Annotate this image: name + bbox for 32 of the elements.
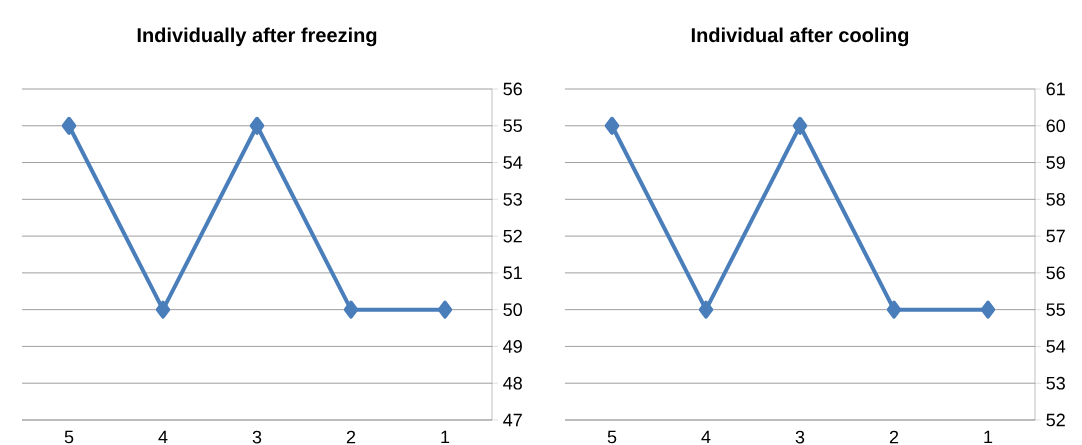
x-tick-label: 5 xyxy=(64,430,74,444)
y-tick-label: 52 xyxy=(503,229,522,243)
y-tick-label: 47 xyxy=(503,413,522,427)
x-tick-label: 3 xyxy=(795,430,805,444)
y-tick-label: 48 xyxy=(503,376,522,390)
x-tick-label: 2 xyxy=(346,430,356,444)
y-tick-label: 59 xyxy=(1046,156,1065,169)
x-tick-label: 3 xyxy=(252,430,262,444)
x-tick-label: 2 xyxy=(889,430,899,444)
y-tick-label: 53 xyxy=(1046,376,1065,390)
chart-title: Individually after freezing xyxy=(137,27,377,47)
chart-title: Individual after cooling xyxy=(691,27,909,47)
y-tick-label: 61 xyxy=(1046,82,1065,96)
y-tick-label: 52 xyxy=(1046,413,1065,427)
y-tick-label: 60 xyxy=(1046,119,1066,133)
y-tick-label: 54 xyxy=(503,156,523,169)
y-tick-label: 51 xyxy=(503,266,522,280)
y-tick-label: 50 xyxy=(503,303,523,317)
y-tick-label: 57 xyxy=(1046,229,1065,243)
x-tick-label: 1 xyxy=(441,430,450,444)
y-tick-label: 55 xyxy=(503,119,522,133)
y-tick-label: 53 xyxy=(503,192,522,206)
y-tick-label: 56 xyxy=(1046,266,1065,280)
y-tick-label: 54 xyxy=(1046,340,1066,353)
x-tick-label: 4 xyxy=(701,430,711,444)
y-tick-label: 49 xyxy=(503,340,522,353)
y-tick-label: 55 xyxy=(1046,303,1065,316)
x-tick-label: 5 xyxy=(607,430,617,444)
y-tick-label: 56 xyxy=(503,82,522,96)
y-tick-label: 58 xyxy=(1046,192,1065,206)
x-tick-label: 4 xyxy=(158,430,168,444)
x-tick-label: 1 xyxy=(984,430,993,444)
